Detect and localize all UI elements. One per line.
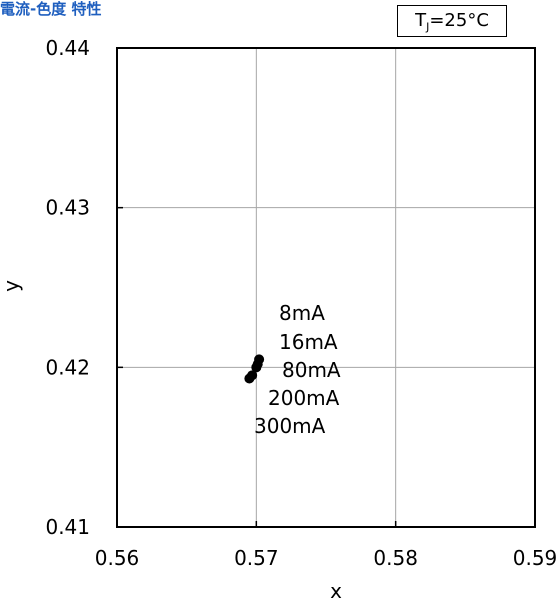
- plot-frame: [116, 47, 536, 528]
- condition-symbol: T: [415, 10, 427, 31]
- y-tick-label: 0.44: [45, 36, 90, 60]
- grid-layer: [117, 48, 535, 527]
- x-tick-label: 0.58: [373, 546, 418, 570]
- data-label: 300mA: [254, 414, 326, 438]
- condition-value: =25°C: [429, 10, 489, 31]
- data-point: [251, 362, 262, 373]
- page-title: 電流-色度 特性: [0, 0, 102, 18]
- y-tick-label: 0.41: [45, 515, 90, 539]
- condition-subscript: J: [426, 20, 430, 34]
- condition-box: TJ=25°C: [397, 5, 507, 37]
- x-tick-label: 0.56: [95, 546, 140, 570]
- x-axis-label: x: [330, 579, 342, 602]
- data-label: 80mA: [282, 358, 341, 382]
- x-tick-label: 0.57: [234, 546, 279, 570]
- label-layer: 8mA 16mA 80mA 200mA 300mA: [254, 301, 341, 438]
- y-axis-label: y: [0, 280, 23, 292]
- point-layer: [244, 354, 265, 384]
- y-tick-label: 0.43: [45, 196, 90, 220]
- x-tick-label: 0.59: [513, 546, 557, 570]
- tick-layer: 0.56 0.57 0.58 0.59 0.41 0.42 0.43 0.44: [45, 36, 557, 570]
- data-label: 200mA: [268, 386, 340, 410]
- y-tick-label: 0.42: [45, 355, 90, 379]
- data-label: 8mA: [279, 301, 325, 325]
- data-label: 16mA: [279, 330, 338, 354]
- data-point: [244, 373, 255, 384]
